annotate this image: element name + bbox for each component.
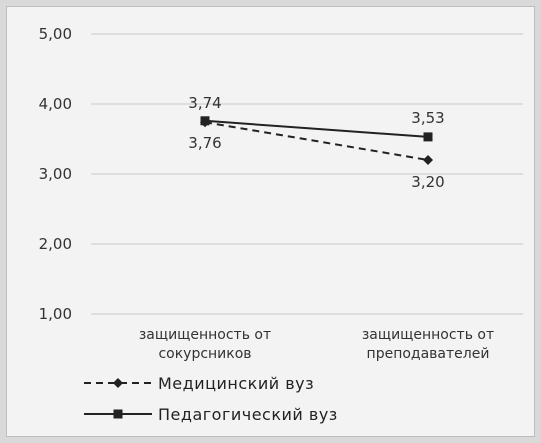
series-layer xyxy=(200,116,433,165)
x-category-label: преподавателей xyxy=(367,346,490,362)
y-tick-label: 2,00 xyxy=(39,235,72,253)
diamond-marker xyxy=(113,378,123,388)
x-category-label: сокурсников xyxy=(158,346,251,362)
series-line xyxy=(204,121,429,161)
y-tick-label: 5,00 xyxy=(39,25,72,43)
y-tick-label: 4,00 xyxy=(39,95,72,113)
data-label: 3,20 xyxy=(411,173,444,191)
legend-label: Медицинский вуз xyxy=(158,374,314,393)
y-tick-label: 3,00 xyxy=(39,165,72,183)
data-labels: 3,74 3,20 3,76 3,53 xyxy=(188,94,444,191)
x-category-label: защищенность от xyxy=(362,327,494,343)
square-marker xyxy=(423,132,433,142)
legend-label: Педагогический вуз xyxy=(158,405,338,424)
series-line xyxy=(204,119,429,138)
data-label: 3,74 xyxy=(188,94,221,112)
diamond-marker xyxy=(423,155,433,165)
y-axis-ticks: 1,00 2,00 3,00 4,00 5,00 xyxy=(39,25,72,323)
x-category-label: защищенность от xyxy=(139,327,271,343)
data-label: 3,76 xyxy=(188,134,221,152)
data-label: 3,53 xyxy=(411,109,444,127)
legend: Медицинский вуз Педагогический вуз xyxy=(84,374,338,424)
grid-layer xyxy=(91,33,523,315)
chart-frame xyxy=(6,6,535,437)
square-marker xyxy=(113,409,123,419)
y-tick-label: 1,00 xyxy=(39,305,72,323)
x-axis-categories: защищенность от сокурсников защищенность о… xyxy=(139,327,494,362)
square-marker xyxy=(200,116,210,126)
